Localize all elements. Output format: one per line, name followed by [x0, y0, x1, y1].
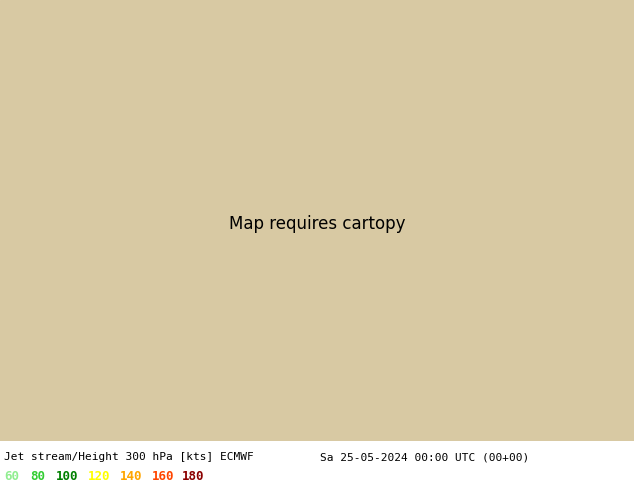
Polygon shape: [0, 0, 634, 441]
Text: 60: 60: [4, 469, 19, 483]
Text: Sa 25-05-2024 00:00 UTC (00+00): Sa 25-05-2024 00:00 UTC (00+00): [320, 452, 529, 462]
Text: Map requires cartopy: Map requires cartopy: [229, 215, 405, 233]
Text: 80: 80: [30, 469, 45, 483]
Text: Jet stream/Height 300 hPa [kts] ECMWF: Jet stream/Height 300 hPa [kts] ECMWF: [4, 452, 254, 462]
Text: 120: 120: [88, 469, 110, 483]
Text: 180: 180: [182, 469, 205, 483]
Text: 160: 160: [152, 469, 174, 483]
Text: 100: 100: [56, 469, 79, 483]
Text: 140: 140: [120, 469, 143, 483]
